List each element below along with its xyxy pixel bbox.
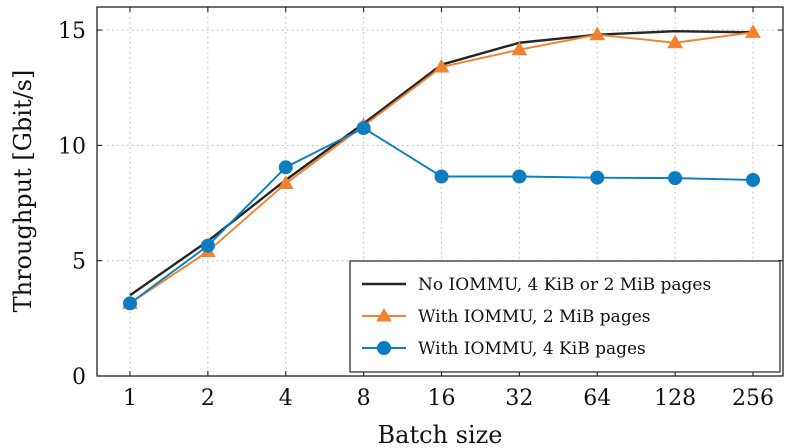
data-point-iommu-2mib (589, 26, 606, 41)
y-tick-label: 15 (58, 19, 86, 44)
legend-item-iommu-4kib: With IOMMU, 4 KiB pages (362, 339, 646, 359)
x-tick-label: 64 (583, 386, 611, 411)
legend-label: With IOMMU, 2 MiB pages (418, 307, 650, 327)
legend-label: No IOMMU, 4 KiB or 2 MiB pages (418, 275, 711, 295)
y-tick-label: 10 (58, 134, 86, 159)
legend: No IOMMU, 4 KiB or 2 MiB pages With IOMMU… (349, 260, 781, 373)
legend-box (349, 260, 781, 373)
legend-item-iommu-2mib: With IOMMU, 2 MiB pages (362, 307, 650, 327)
legend-item-no-iommu: No IOMMU, 4 KiB or 2 MiB pages (362, 275, 711, 295)
series-lines (122, 24, 761, 311)
data-point-iommu-4kib (278, 160, 293, 175)
legend-marker (376, 308, 392, 322)
data-point-iommu-2mib (745, 24, 761, 38)
x-tick-label: 1 (123, 386, 137, 411)
data-point-iommu-4kib (746, 172, 760, 187)
data-point-iommu-4kib (512, 169, 527, 184)
y-tick-label: 5 (72, 250, 86, 275)
data-point-iommu-2mib (433, 58, 450, 73)
legend-marker (377, 341, 391, 355)
series-iommu-4kib (123, 121, 760, 311)
x-axis-title: Batch size (378, 421, 503, 448)
y-tick-label: 0 (72, 365, 86, 390)
data-point-iommu-4kib (123, 296, 137, 311)
data-point-iommu-4kib (668, 171, 683, 186)
data-point-iommu-4kib (590, 170, 605, 185)
data-point-iommu-2mib (667, 34, 683, 49)
plot-frame (96, 6, 784, 377)
data-point-iommu-2mib (511, 41, 528, 56)
y-axis-title: Throughput [Gbit/s] (9, 70, 37, 313)
x-tick-label: 128 (654, 386, 696, 411)
data-point-iommu-4kib (434, 169, 449, 184)
axis-ticks: 1 2 4 8 16 32 64 128 256 0 5 10 15 (58, 7, 783, 411)
x-tick-label: 16 (428, 386, 456, 411)
data-point-iommu-4kib (356, 121, 371, 136)
x-tick-label: 4 (279, 386, 293, 411)
data-point-iommu-2mib (277, 175, 294, 189)
legend-label: With IOMMU, 4 KiB pages (418, 339, 646, 359)
x-tick-label: 32 (505, 386, 533, 411)
x-tick-label: 256 (732, 386, 774, 411)
data-point-iommu-4kib (200, 238, 215, 253)
x-tick-label: 8 (357, 386, 371, 411)
x-tick-label: 2 (201, 386, 215, 411)
